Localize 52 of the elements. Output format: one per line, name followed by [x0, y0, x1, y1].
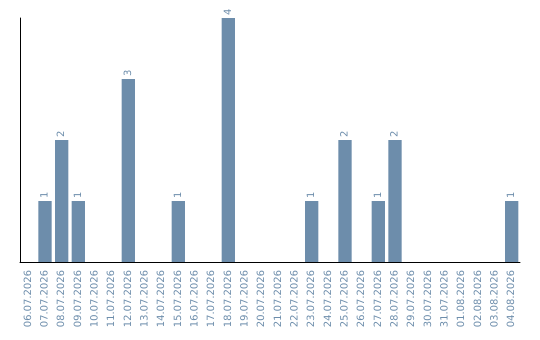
bar [72, 201, 85, 262]
x-tick-label: 10.07.2026 [90, 270, 100, 328]
x-tick-label: 14.07.2026 [156, 270, 168, 328]
x-tick-label: 12.07.2026 [122, 270, 134, 328]
data-label: 2 [390, 130, 400, 137]
x-tick-label: 23.07.2026 [306, 270, 318, 328]
bar [388, 140, 402, 262]
x-tick-label: 02.08.2026 [472, 270, 484, 328]
x-tick-label: 27.07.2026 [372, 270, 384, 328]
x-tick-label: 24.07.2026 [322, 270, 334, 328]
data-label: 3 [122, 70, 134, 76]
bar [338, 140, 352, 262]
x-tick-label: 30.07.2026 [422, 270, 434, 328]
bar [38, 201, 52, 262]
x-tick-label: 16.07.2026 [190, 270, 200, 328]
bar [222, 18, 235, 262]
x-tick-label: 26.07.2026 [356, 270, 368, 328]
x-tick-label: 21.07.2026 [272, 270, 284, 328]
bar [305, 201, 318, 262]
x-tick-label: 29.07.2026 [406, 270, 418, 328]
x-tick-label: 20.07.2026 [256, 270, 268, 328]
bar [372, 201, 385, 262]
x-tick-label: 11.07.2026 [106, 270, 118, 328]
x-tick-label: 06.07.2026 [22, 270, 34, 328]
bar [172, 201, 185, 262]
x-tick-label: 01.08.2026 [456, 270, 468, 328]
data-label: 1 [40, 192, 50, 198]
data-label: 2 [56, 130, 68, 137]
data-label: 4 [222, 8, 234, 15]
x-tick-label: 04.08.2026 [506, 270, 518, 328]
x-tick-label: 03.08.2026 [490, 270, 500, 328]
bar [505, 201, 518, 262]
x-tick-label: 17.07.2026 [206, 270, 218, 328]
data-label: 1 [506, 192, 518, 198]
data-label: 1 [372, 192, 384, 198]
x-tick-label: 15.07.2026 [172, 270, 184, 328]
data-label: 1 [172, 192, 184, 198]
x-tick-label: 09.07.2026 [72, 270, 84, 328]
data-label: 2 [340, 130, 350, 137]
x-tick-label: 13.07.2026 [140, 270, 150, 328]
x-tick-label: 08.07.2026 [56, 270, 68, 328]
x-tick-label: 22.07.2026 [290, 270, 300, 328]
x-tick-label: 18.07.2026 [222, 270, 234, 328]
x-tick-label: 19.07.2026 [240, 270, 250, 328]
x-tick-label: 25.07.2026 [340, 270, 350, 328]
data-label: 1 [72, 192, 84, 198]
bar [122, 79, 135, 262]
bar [55, 140, 68, 262]
data-label: 1 [306, 192, 318, 198]
x-tick-label: 31.07.2026 [440, 270, 450, 328]
x-tick-label: 07.07.2026 [40, 270, 50, 328]
x-tick-label: 28.07.2026 [390, 270, 400, 328]
